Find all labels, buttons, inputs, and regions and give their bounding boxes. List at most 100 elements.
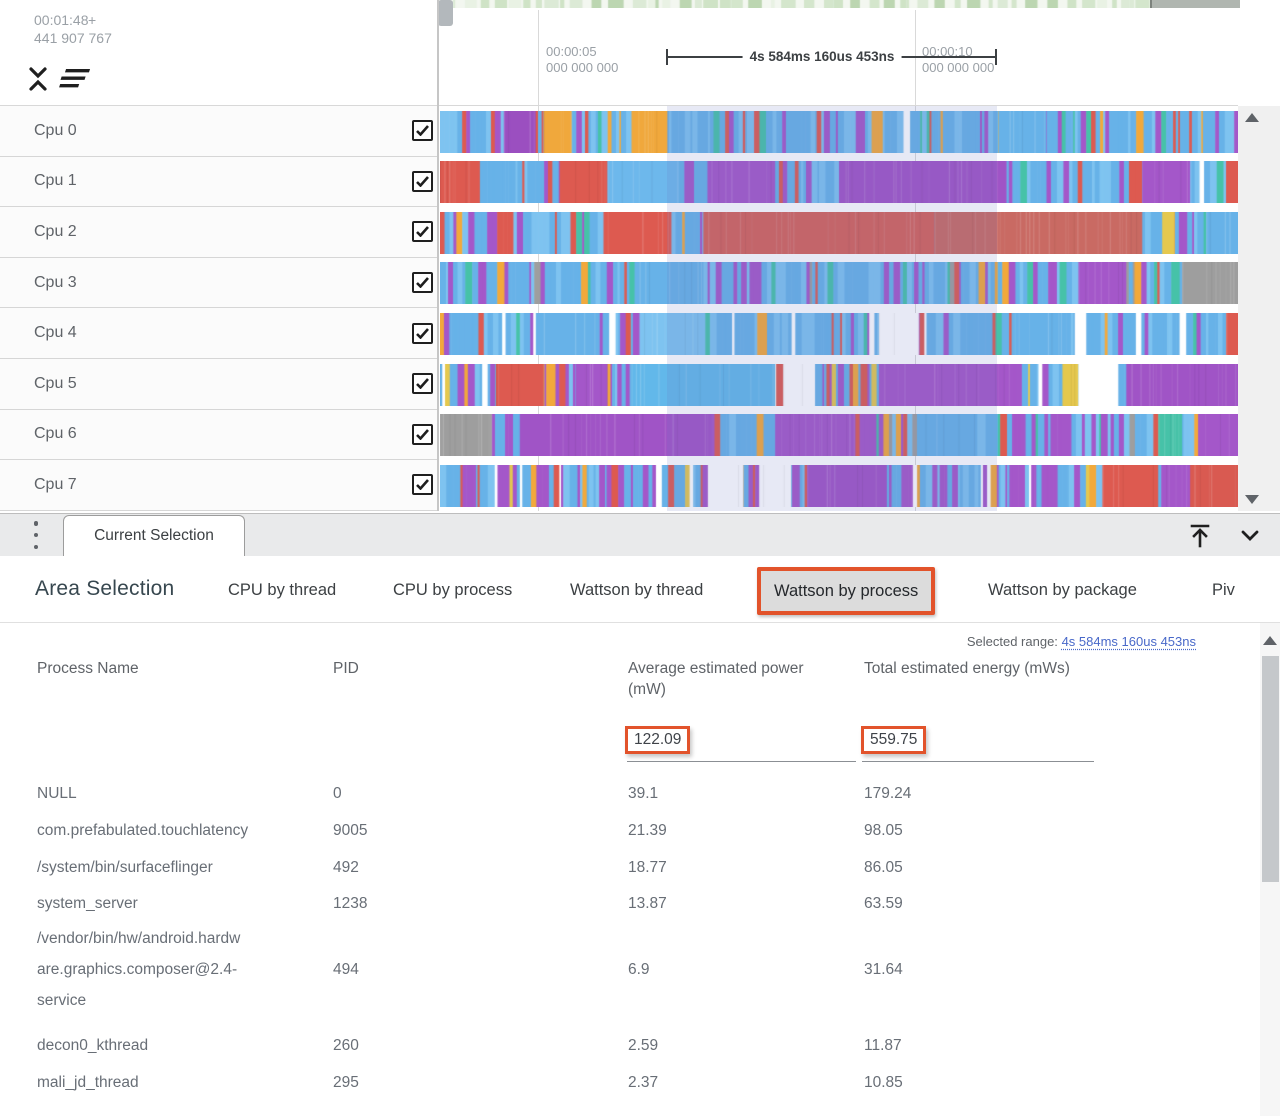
track-checkbox[interactable] bbox=[412, 474, 433, 496]
timeline-tick: 00:00:10 000 000 000 bbox=[922, 44, 995, 75]
table-row[interactable]: mali_jd_thread 295 2.37 10.85 bbox=[37, 1065, 1137, 1102]
cell-avg: 39.1 bbox=[628, 785, 659, 802]
cell-tot: 179.24 bbox=[864, 785, 912, 802]
cpu-sched-track[interactable] bbox=[440, 110, 1238, 153]
view-tab-cpu-by-thread[interactable]: CPU by thread bbox=[228, 581, 337, 599]
view-tab-wattson-by-package[interactable]: Wattson by package bbox=[988, 581, 1137, 599]
timeline-gridline bbox=[538, 10, 539, 511]
panel-drag-handle[interactable] bbox=[438, 0, 453, 26]
track-row-cpu-6[interactable]: Cpu 6 bbox=[0, 409, 437, 461]
selected-range-link[interactable]: 4s 584ms 160us 453ns bbox=[1061, 634, 1196, 649]
scroll-up-arrow-icon[interactable] bbox=[1245, 113, 1259, 122]
track-label: Cpu 2 bbox=[34, 222, 77, 240]
scrollbar-thumb[interactable] bbox=[1262, 656, 1279, 882]
tab-label: Current Selection bbox=[94, 527, 214, 544]
track-row-cpu-7[interactable]: Cpu 7 bbox=[0, 460, 437, 511]
dock-to-top-icon[interactable] bbox=[1186, 521, 1214, 549]
track-checkbox[interactable] bbox=[412, 272, 433, 294]
cpu-sched-track[interactable] bbox=[440, 414, 1238, 457]
highlighted-value: 122.09 bbox=[625, 726, 691, 754]
cell-avg: 2.59 bbox=[628, 1037, 659, 1055]
track-checkbox[interactable] bbox=[412, 322, 433, 344]
track-label: Cpu 7 bbox=[34, 475, 77, 493]
track-scrollbar[interactable] bbox=[1238, 106, 1280, 511]
scroll-up-arrow-icon[interactable] bbox=[1263, 636, 1277, 645]
tab-current-selection[interactable]: Current Selection bbox=[63, 515, 245, 556]
cell-tot: 86.05 bbox=[864, 858, 903, 876]
minimap-viewport-handle[interactable] bbox=[1150, 0, 1240, 8]
cell-pid: 492 bbox=[333, 858, 359, 876]
cell-tot: 98.05 bbox=[864, 821, 903, 839]
cpu-sched-track[interactable] bbox=[440, 262, 1238, 305]
cursor-timestamp-ns: 441 907 767 bbox=[34, 30, 112, 46]
totals-underline bbox=[862, 761, 1094, 762]
track-row-cpu-0[interactable]: Cpu 0 bbox=[0, 106, 437, 157]
divider bbox=[0, 105, 1238, 106]
table-row[interactable]: /vendor/bin/hw/android.hardw are.graphics… bbox=[37, 923, 1137, 1028]
track-label: Cpu 3 bbox=[34, 273, 77, 291]
table-row[interactable]: NULL 0 39.1 179.24 bbox=[37, 776, 1137, 813]
view-tab-cpu-by-process[interactable]: CPU by process bbox=[393, 581, 513, 599]
cell-avg: 2.37 bbox=[628, 1073, 659, 1091]
cell-avg: 13.87 bbox=[628, 895, 667, 913]
cell-tot: 31.64 bbox=[864, 961, 903, 979]
col-header-process-name: Process Name bbox=[37, 660, 139, 677]
cell-tot: 63.59 bbox=[864, 895, 903, 913]
panel-menu-kebab-icon[interactable] bbox=[30, 519, 42, 551]
cell-pid: 9005 bbox=[333, 821, 368, 839]
trace-overview-minimap[interactable] bbox=[437, 0, 1238, 8]
scroll-down-arrow-icon[interactable] bbox=[1245, 495, 1259, 504]
track-row-cpu-4[interactable]: Cpu 4 bbox=[0, 308, 437, 359]
cpu-sched-track[interactable] bbox=[440, 464, 1238, 507]
track-panel-divider[interactable] bbox=[437, 0, 439, 511]
table-row[interactable]: system_server 1238 13.87 63.59 bbox=[37, 886, 1137, 923]
track-row-cpu-2[interactable]: Cpu 2 bbox=[0, 207, 437, 258]
cursor-timestamp: 00:01:48 bbox=[34, 12, 89, 28]
divider bbox=[0, 622, 1280, 623]
cell-tot: 11.87 bbox=[864, 1037, 902, 1055]
track-checkbox[interactable] bbox=[412, 170, 433, 192]
table-row[interactable]: com.prefabulated.touchlatency 9005 21.39 98… bbox=[37, 813, 1137, 850]
sort-tracks-icon[interactable] bbox=[54, 68, 93, 95]
cpu-sched-track[interactable] bbox=[440, 312, 1238, 355]
cpu-sched-track[interactable] bbox=[440, 211, 1238, 254]
cell-name: mali_jd_thread bbox=[37, 1073, 139, 1091]
track-label: Cpu 6 bbox=[34, 425, 77, 443]
cell-name: /system/bin/surfaceflinger bbox=[37, 858, 213, 876]
track-checkbox[interactable] bbox=[412, 373, 433, 395]
track-label: Cpu 0 bbox=[34, 121, 77, 139]
track-row-cpu-5[interactable]: Cpu 5 bbox=[0, 359, 437, 410]
cpu-sched-track[interactable] bbox=[440, 161, 1238, 204]
area-selection-overlay[interactable] bbox=[667, 106, 997, 511]
cell-pid: 1238 bbox=[333, 895, 368, 913]
cell-name: com.prefabulated.touchlatency bbox=[37, 821, 249, 839]
cell-pid: 295 bbox=[333, 1073, 359, 1091]
collapse-panel-chevron-icon[interactable] bbox=[1236, 521, 1264, 549]
cell-pid: 494 bbox=[333, 961, 359, 979]
cell-tot: 10.85 bbox=[864, 1073, 903, 1091]
track-checkbox[interactable] bbox=[412, 120, 433, 142]
collapse-all-tracks-icon[interactable] bbox=[27, 66, 49, 97]
total-energy-highlight: 559.75 bbox=[861, 726, 927, 754]
cursor-offset-sign: + bbox=[88, 12, 97, 28]
track-checkbox[interactable] bbox=[412, 423, 433, 445]
table-row[interactable]: decon0_kthread 260 2.59 11.87 bbox=[37, 1028, 1137, 1065]
total-avg-power-highlight: 122.09 bbox=[625, 726, 691, 754]
totals-underline bbox=[627, 761, 856, 762]
highlighted-value: 559.75 bbox=[861, 726, 927, 754]
view-tab-wattson-by-thread[interactable]: Wattson by thread bbox=[570, 581, 704, 599]
track-label: Cpu 5 bbox=[34, 374, 77, 392]
cpu-sched-track[interactable] bbox=[440, 363, 1238, 406]
track-row-cpu-3[interactable]: Cpu 3 bbox=[0, 257, 437, 309]
track-row-cpu-1[interactable]: Cpu 1 bbox=[0, 156, 437, 208]
view-tab-wattson-by-process[interactable]: Wattson by process bbox=[757, 567, 936, 615]
timeline-tick: 00:00:05 000 000 000 bbox=[546, 44, 619, 75]
page-title: Area Selection bbox=[35, 577, 175, 600]
table-row[interactable]: /system/bin/surfaceflinger 492 18.77 86.05 bbox=[37, 850, 1137, 887]
col-header-avg-power: Average estimated power (mW) bbox=[628, 660, 804, 698]
track-checkbox[interactable] bbox=[412, 221, 433, 243]
view-tab-piv[interactable]: Piv bbox=[1212, 581, 1235, 599]
selection-duration-label: 4s 584ms 160us 453ns bbox=[742, 49, 902, 64]
cell-name: system_server bbox=[37, 895, 138, 913]
